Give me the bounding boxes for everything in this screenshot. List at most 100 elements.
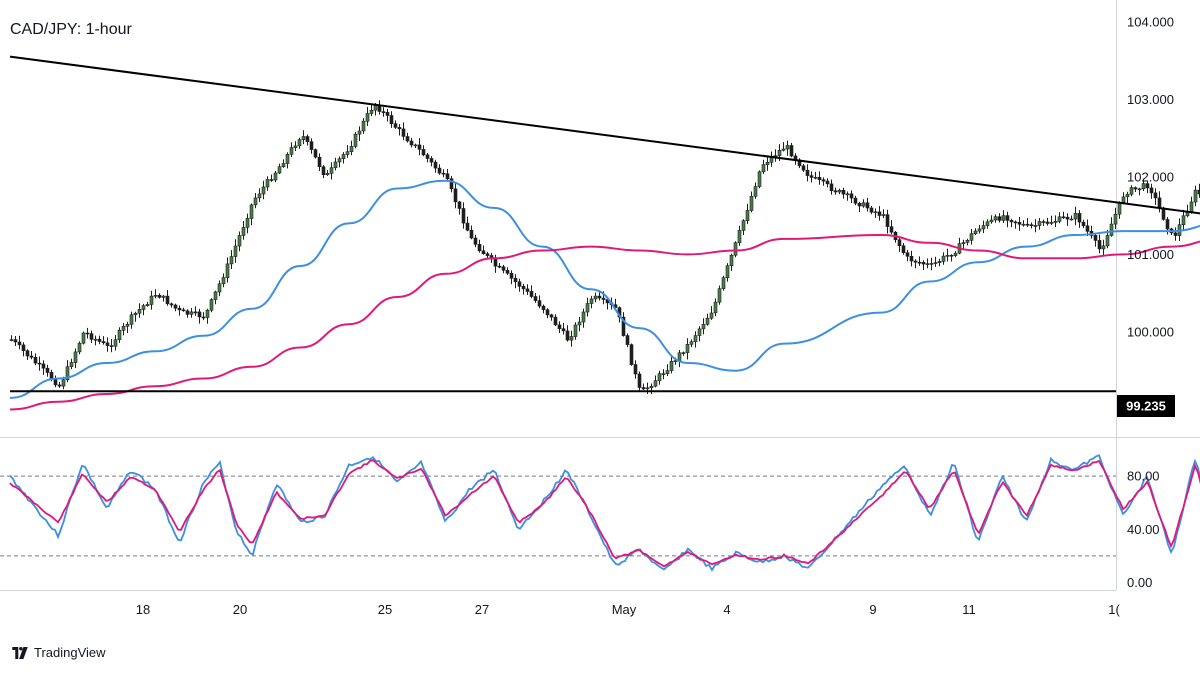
candle-body [981, 225, 986, 230]
candle-body [305, 136, 310, 142]
candle-body [21, 344, 26, 351]
candle-body [129, 314, 134, 325]
candle-body [409, 140, 414, 146]
brand-label: TradingView [34, 645, 106, 660]
candle-body [217, 283, 222, 293]
candle-body [765, 162, 770, 165]
candle-body [465, 222, 470, 231]
candle-body [325, 173, 330, 175]
ma-fast-line [9, 179, 1200, 399]
candle-body [817, 177, 822, 181]
candle-body [269, 179, 274, 181]
candle-body [729, 254, 734, 266]
candle-body [357, 130, 362, 135]
candle-body [641, 387, 646, 390]
candle-body [737, 230, 742, 243]
candle-body [805, 169, 810, 176]
candle-body [1033, 225, 1038, 227]
candle-body [421, 149, 426, 156]
candle-body [505, 269, 510, 274]
candle-body [1137, 188, 1142, 191]
candle-body [541, 305, 546, 310]
candle-body [449, 178, 454, 190]
candle-body [953, 252, 958, 256]
candle-body [569, 336, 574, 341]
candle-body [29, 355, 34, 358]
oscillator-tick-label: 0.00 [1127, 575, 1152, 590]
time-tick-label: 11 [962, 602, 976, 617]
candle-body [713, 301, 718, 314]
candle-body [833, 190, 838, 193]
candle-body [701, 323, 706, 330]
candle-body [1017, 222, 1022, 225]
candle-body [473, 237, 478, 245]
candle-body [841, 190, 846, 195]
descending-trendline[interactable] [9, 55, 1200, 251]
candle-body [577, 321, 582, 326]
candle-body [337, 158, 342, 163]
candle-body [717, 288, 722, 303]
candle-body [161, 295, 166, 298]
candle-body [881, 214, 886, 216]
candle-body [361, 120, 366, 132]
candle-body [1153, 192, 1158, 199]
candle-body [221, 277, 226, 285]
stoch-d-line [9, 458, 1200, 568]
candle-body [1073, 213, 1078, 220]
candle-body [265, 179, 270, 188]
candle-body [521, 285, 526, 290]
candle-body [309, 141, 314, 150]
candle-body [181, 309, 186, 312]
candle-body [665, 370, 670, 374]
candle-body [897, 239, 902, 246]
candle-body [1109, 223, 1114, 236]
candle-body [317, 156, 322, 167]
candle-body [1101, 245, 1106, 250]
candle-body [349, 146, 354, 152]
price-tag: 99.235 [1117, 395, 1175, 417]
candle-body [1093, 235, 1098, 241]
candle-body [281, 163, 286, 168]
candle-body [785, 145, 790, 150]
candle-body [45, 367, 50, 373]
candle-body [277, 166, 282, 174]
candle-body [9, 339, 14, 341]
candle-body [861, 202, 866, 207]
candle-body [681, 352, 686, 354]
candle-body [877, 211, 882, 216]
candle-body [901, 245, 906, 253]
candle-body [929, 263, 934, 265]
candle-body [189, 311, 194, 315]
candle-body [57, 384, 62, 387]
candle-body [529, 291, 534, 297]
candle-body [1001, 215, 1006, 221]
candle-body [297, 139, 302, 147]
candle-body [941, 255, 946, 262]
candle-body [1045, 221, 1050, 224]
candle-body [969, 233, 974, 241]
candle-body [637, 373, 642, 388]
candle-body [649, 385, 654, 389]
candle-body [965, 240, 970, 243]
tradingview-brand[interactable]: TradingView [10, 645, 106, 660]
candle-body [581, 311, 586, 323]
candle-body [17, 341, 22, 346]
price-tick-label: 100.000 [1127, 324, 1174, 339]
candle-body [1085, 225, 1090, 232]
candle-body [809, 175, 814, 178]
price-pane[interactable] [9, 55, 1200, 411]
candle-body [1113, 213, 1118, 225]
candle-body [1009, 220, 1014, 223]
candle-body [1029, 224, 1034, 226]
candle-body [1133, 187, 1138, 190]
candle-body [149, 295, 154, 305]
candle-body [169, 303, 174, 306]
candle-body [157, 294, 162, 298]
candle-body [697, 328, 702, 336]
candle-body [1021, 223, 1026, 226]
candle-body [993, 216, 998, 221]
candle-body [117, 329, 122, 341]
candle-body [37, 362, 42, 365]
oscillator-pane[interactable] [0, 454, 1200, 572]
candle-body [549, 314, 554, 318]
